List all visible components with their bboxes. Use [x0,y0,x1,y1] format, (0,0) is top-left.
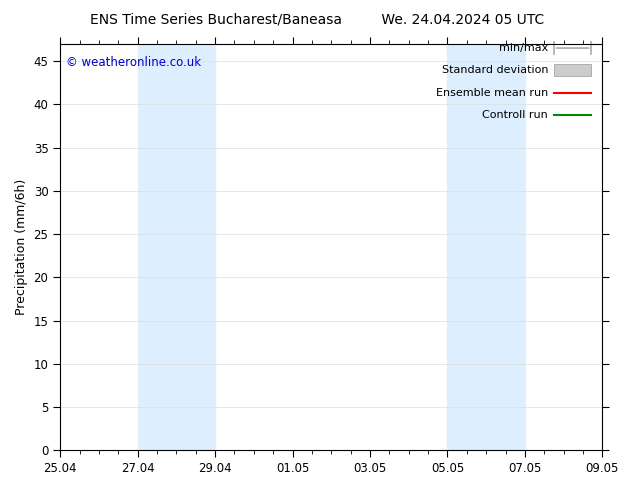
Bar [138,44,215,450]
Text: Standard deviation: Standard deviation [442,65,548,75]
Text: min/max: min/max [499,43,548,53]
Text: Ensemble mean run: Ensemble mean run [436,88,548,98]
Bar [448,44,525,450]
Y-axis label: Precipitation (mm/6h): Precipitation (mm/6h) [15,179,28,315]
Text: Controll run: Controll run [482,110,548,120]
Text: ENS Time Series Bucharest/Baneasa         We. 24.04.2024 05 UTC: ENS Time Series Bucharest/Baneasa We. 24… [90,12,544,26]
FancyBboxPatch shape [553,64,592,76]
Text: © weatheronline.co.uk: © weatheronline.co.uk [66,56,201,69]
